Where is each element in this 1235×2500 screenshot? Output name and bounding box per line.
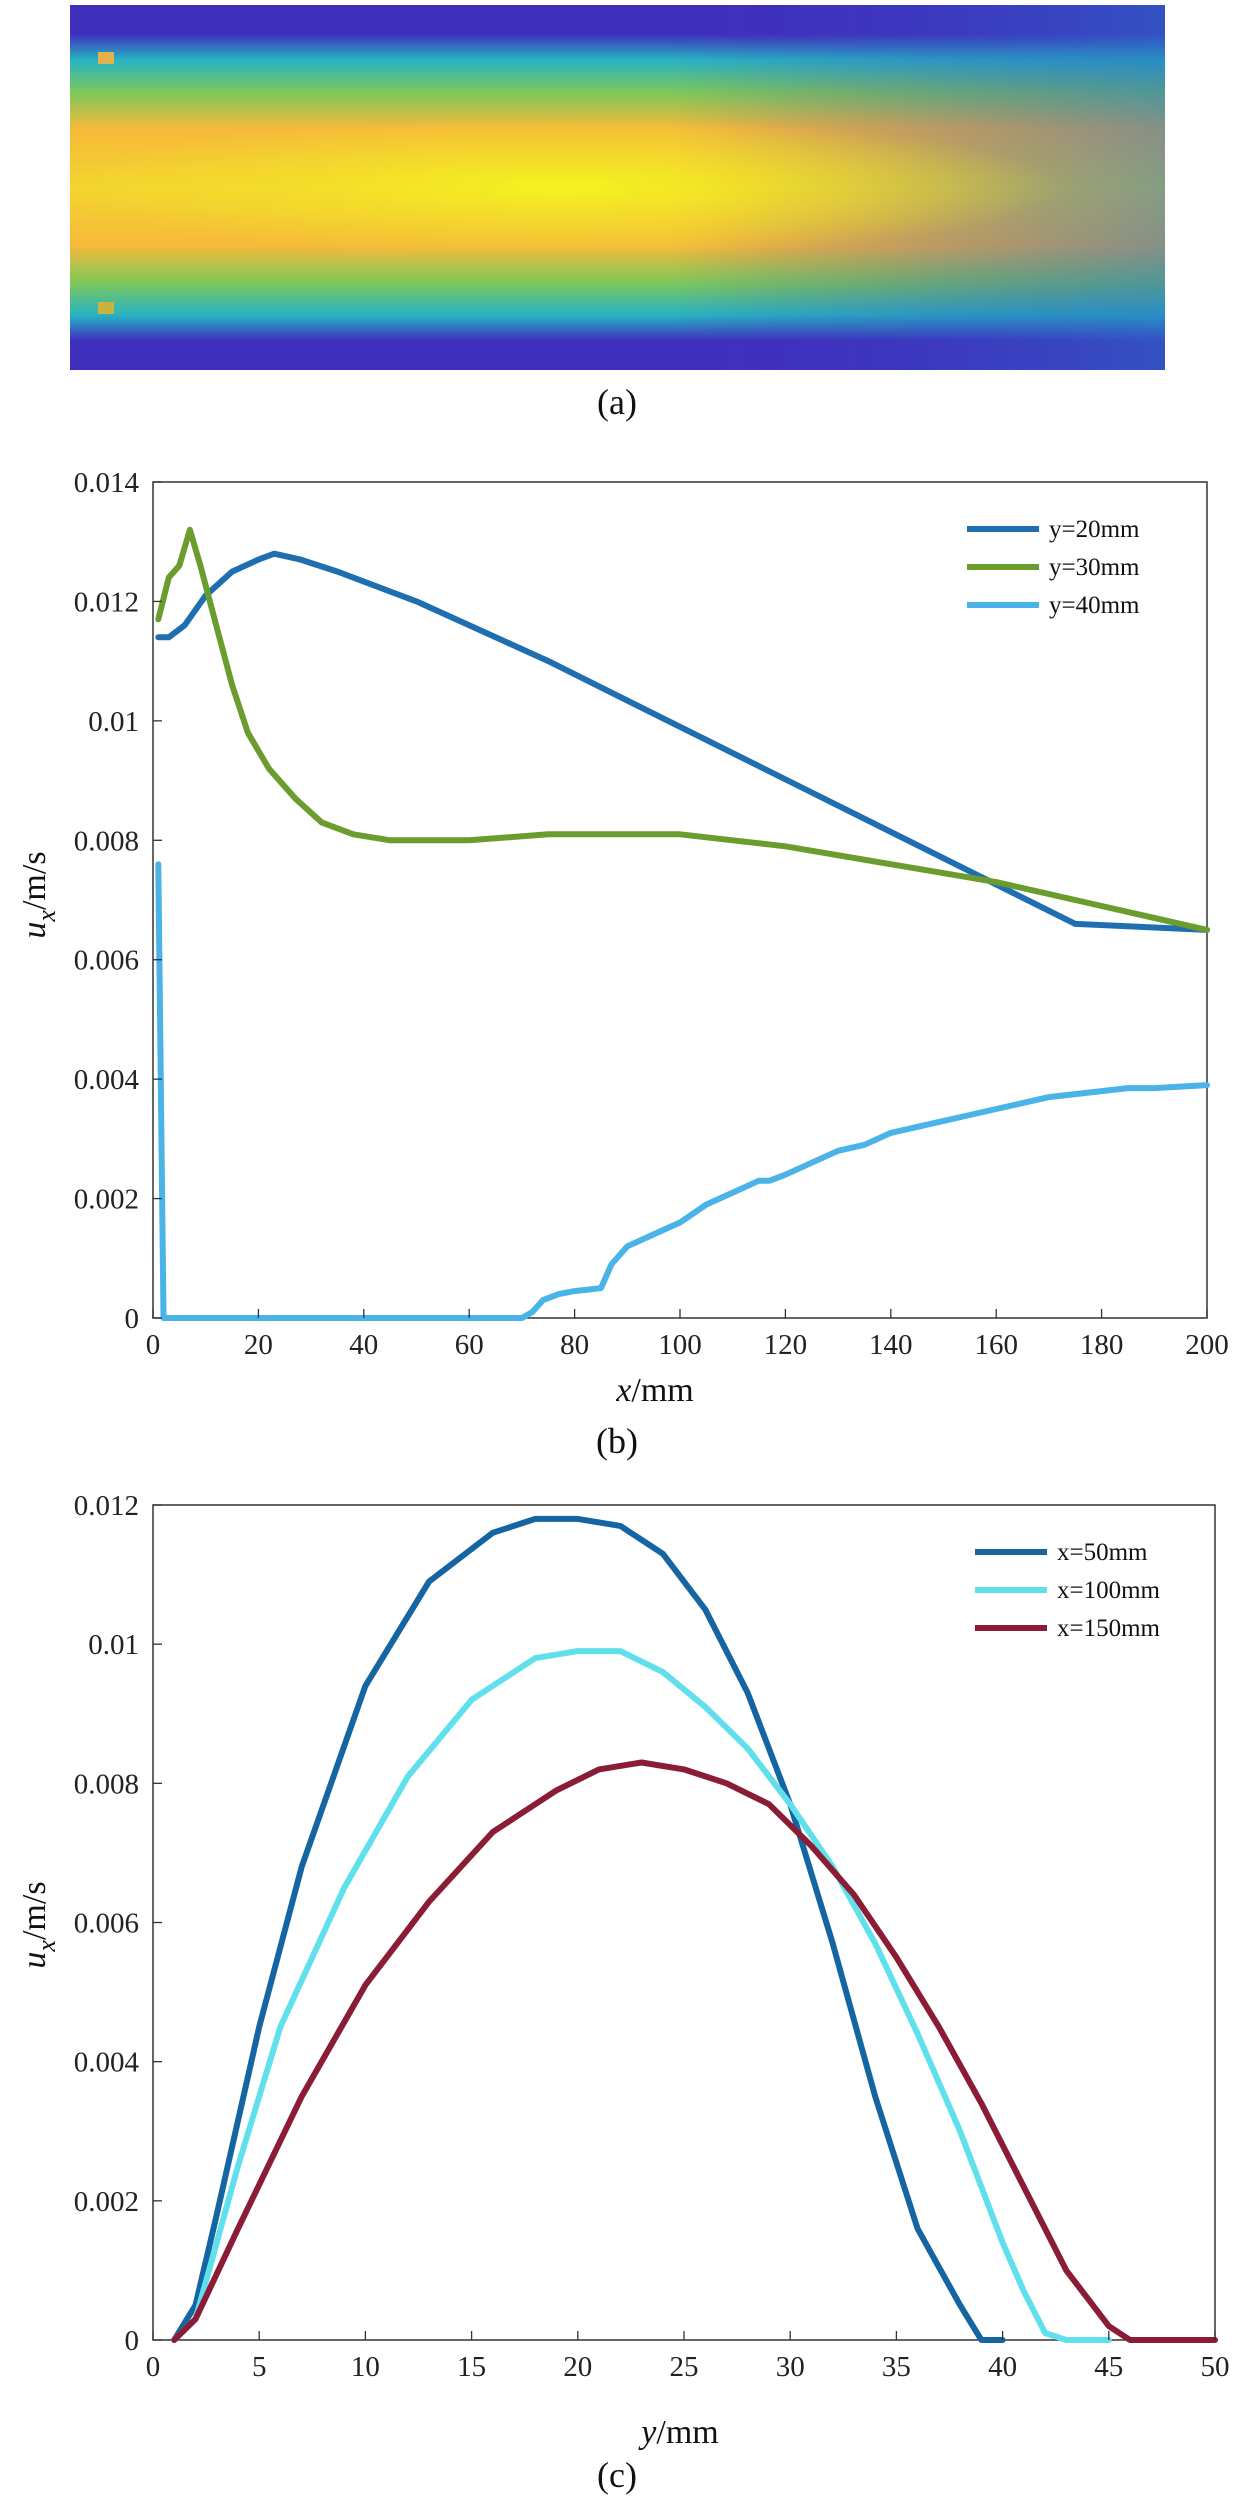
x-tick-label: 50	[1201, 2351, 1230, 2383]
caption-c: (c)	[597, 2455, 637, 2495]
series-line-x=50mm	[171, 1515, 1006, 2343]
contour-inlet-marker-top	[98, 52, 114, 64]
legend-label: x=100mm	[1057, 1577, 1161, 1604]
legend-b: y=20mm y=30mm y=40mm	[967, 516, 1140, 619]
x-tick-label: 30	[776, 2351, 805, 2383]
panel-b-chart: 0 20 40 60 80 100 120 140 160 180 200 0 0.002 0.004 0.…	[16, 467, 1229, 1461]
x-tick-label: 45	[1094, 2351, 1123, 2383]
y-tick-label: 0.002	[74, 2186, 139, 2218]
y-tick-label: 0	[125, 2325, 140, 2357]
y-tick-label: 0.012	[74, 586, 139, 618]
x-tick-label: 40	[988, 2351, 1017, 2383]
x-tick-label: 20	[244, 1329, 273, 1361]
y-tick-label: 0.006	[74, 945, 139, 977]
legend-label: x=50mm	[1057, 1539, 1148, 1566]
x-tick-label: 140	[869, 1329, 913, 1361]
x-tick-label: 0	[146, 1329, 161, 1361]
plot-frame-c	[152, 1504, 1216, 2341]
y-tick-label: 0.002	[74, 1184, 139, 1216]
ticks-b: 0 20 40 60 80 100 120 140 160 180 200 0 0.002 0.004 0.…	[74, 467, 1229, 1361]
ticks-c: 0 5 10 15 20 25 30 35 40 45 50 0 0.002 0.004 0.006 0.00…	[74, 1490, 1230, 2383]
y-tick-label: 0.014	[74, 467, 140, 499]
x-tick-label: 80	[560, 1329, 589, 1361]
contour-inlet-marker-bottom	[98, 302, 114, 314]
contour-core	[60, 117, 1060, 257]
x-axis-label-c: y/mm	[638, 2414, 718, 2451]
legend-label: y=30mm	[1049, 554, 1140, 581]
x-tick-label: 0	[146, 2351, 161, 2383]
series-line-y=40mm	[155, 861, 1210, 1321]
series-c	[171, 1515, 1218, 2343]
legend-label: y=20mm	[1049, 516, 1140, 543]
x-axis-label-b: x/mm	[615, 1372, 693, 1409]
y-axis-label-b: ux/m/s	[16, 851, 61, 938]
x-tick-label: 100	[658, 1329, 702, 1361]
legend-label: x=150mm	[1057, 1615, 1161, 1642]
series-line-x=150mm	[171, 1759, 1218, 2343]
panel-a-contour: (a)	[60, 5, 1165, 422]
x-tick-label: 5	[252, 2351, 267, 2383]
legend-c: x=50mm x=100mm x=150mm	[975, 1539, 1161, 1642]
axes-c	[152, 1504, 1216, 2341]
y-tick-label: 0.008	[74, 1768, 139, 1800]
x-tick-label: 15	[457, 2351, 486, 2383]
series-b	[155, 526, 1210, 1321]
y-tick-label: 0.01	[88, 706, 139, 738]
y-tick-label: 0.008	[74, 825, 139, 857]
y-axis-label-c: ux/m/s	[16, 1881, 61, 1968]
caption-b: (b)	[596, 1421, 638, 1461]
x-tick-label: 200	[1185, 1329, 1229, 1361]
x-tick-label: 160	[974, 1329, 1018, 1361]
y-tick-label: 0.012	[74, 1490, 139, 1522]
y-tick-label: 0.004	[74, 2047, 140, 2079]
y-tick-label: 0.006	[74, 1908, 139, 1940]
x-tick-label: 60	[455, 1329, 484, 1361]
panel-c-chart: 0 5 10 15 20 25 30 35 40 45 50 0 0.002 0.004 0.006 0.00…	[16, 1490, 1230, 2495]
x-tick-label: 10	[351, 2351, 380, 2383]
series-line-y=30mm	[155, 526, 1210, 933]
y-tick-label: 0	[125, 1303, 140, 1335]
legend-label: y=40mm	[1049, 592, 1140, 619]
x-tick-label: 25	[670, 2351, 699, 2383]
x-tick-label: 40	[349, 1329, 378, 1361]
x-tick-label: 35	[882, 2351, 911, 2383]
x-tick-label: 180	[1080, 1329, 1124, 1361]
x-tick-label: 120	[764, 1329, 808, 1361]
y-tick-label: 0.004	[74, 1064, 140, 1096]
x-tick-label: 20	[563, 2351, 592, 2383]
series-line-x=100mm	[171, 1648, 1112, 2343]
y-tick-label: 0.01	[88, 1629, 139, 1661]
series-line-y=20mm	[155, 550, 1210, 933]
caption-a: (a)	[597, 382, 637, 422]
